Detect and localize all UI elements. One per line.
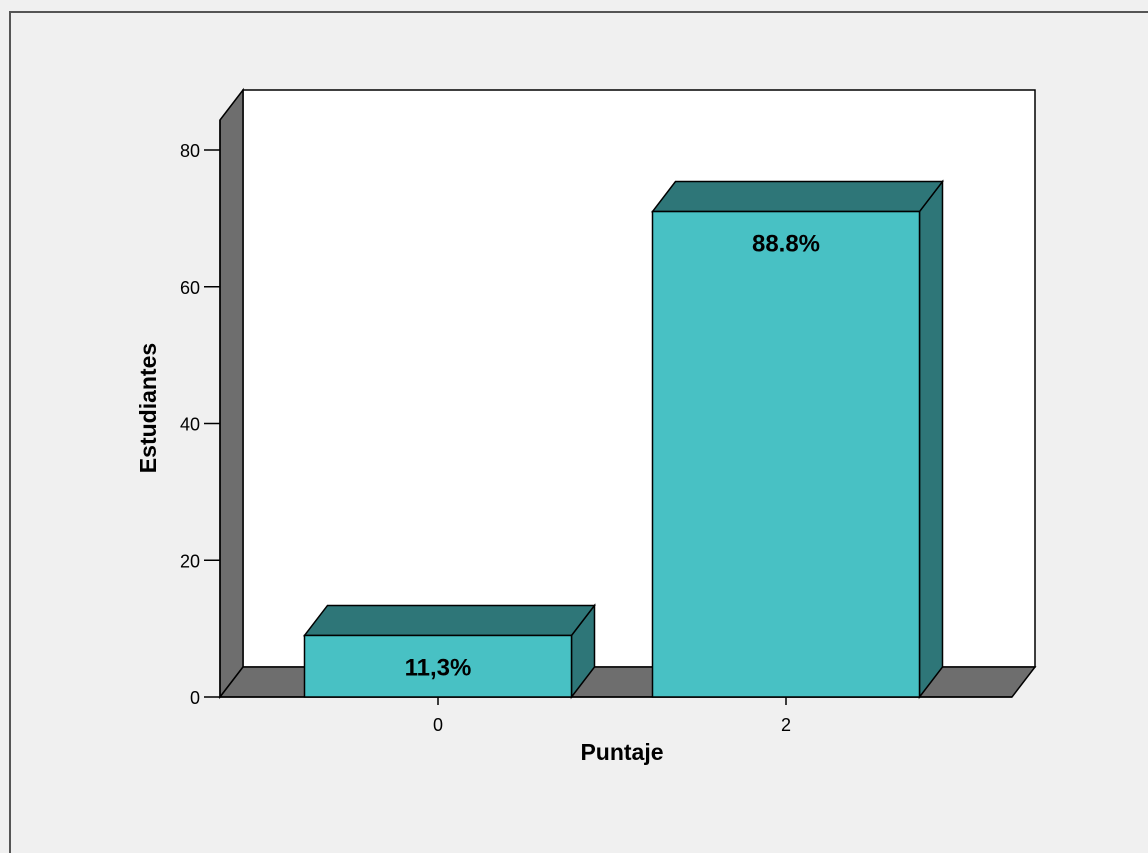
x-tick-label: 2 — [781, 715, 791, 735]
bars: 11,3% 88.8% — [302, 179, 945, 700]
y-tick-label: 0 — [190, 688, 200, 708]
x-tick-label: 0 — [433, 715, 443, 735]
x-axis-title: Puntaje — [580, 739, 663, 765]
left-wall — [219, 87, 244, 700]
bar: 88.8% — [650, 179, 945, 700]
bar: 11,3% — [302, 603, 597, 700]
y-axis-title: Estudiantes — [135, 343, 161, 473]
y-axis-ticks: 0 20 40 60 80 — [180, 141, 220, 708]
bar-data-label: 11,3% — [405, 654, 472, 681]
bar-top — [302, 604, 597, 637]
bar-front — [651, 210, 921, 698]
bar-top — [650, 180, 945, 213]
outer-border — [9, 11, 1148, 853]
y-tick-label: 80 — [180, 141, 200, 161]
bar-data-label: 88.8% — [752, 231, 820, 258]
y-tick-label: 20 — [180, 551, 200, 571]
bar-front — [303, 634, 573, 698]
bar-side — [918, 179, 944, 700]
y-tick-label: 60 — [180, 278, 200, 298]
y-tick-label: 40 — [180, 415, 200, 435]
